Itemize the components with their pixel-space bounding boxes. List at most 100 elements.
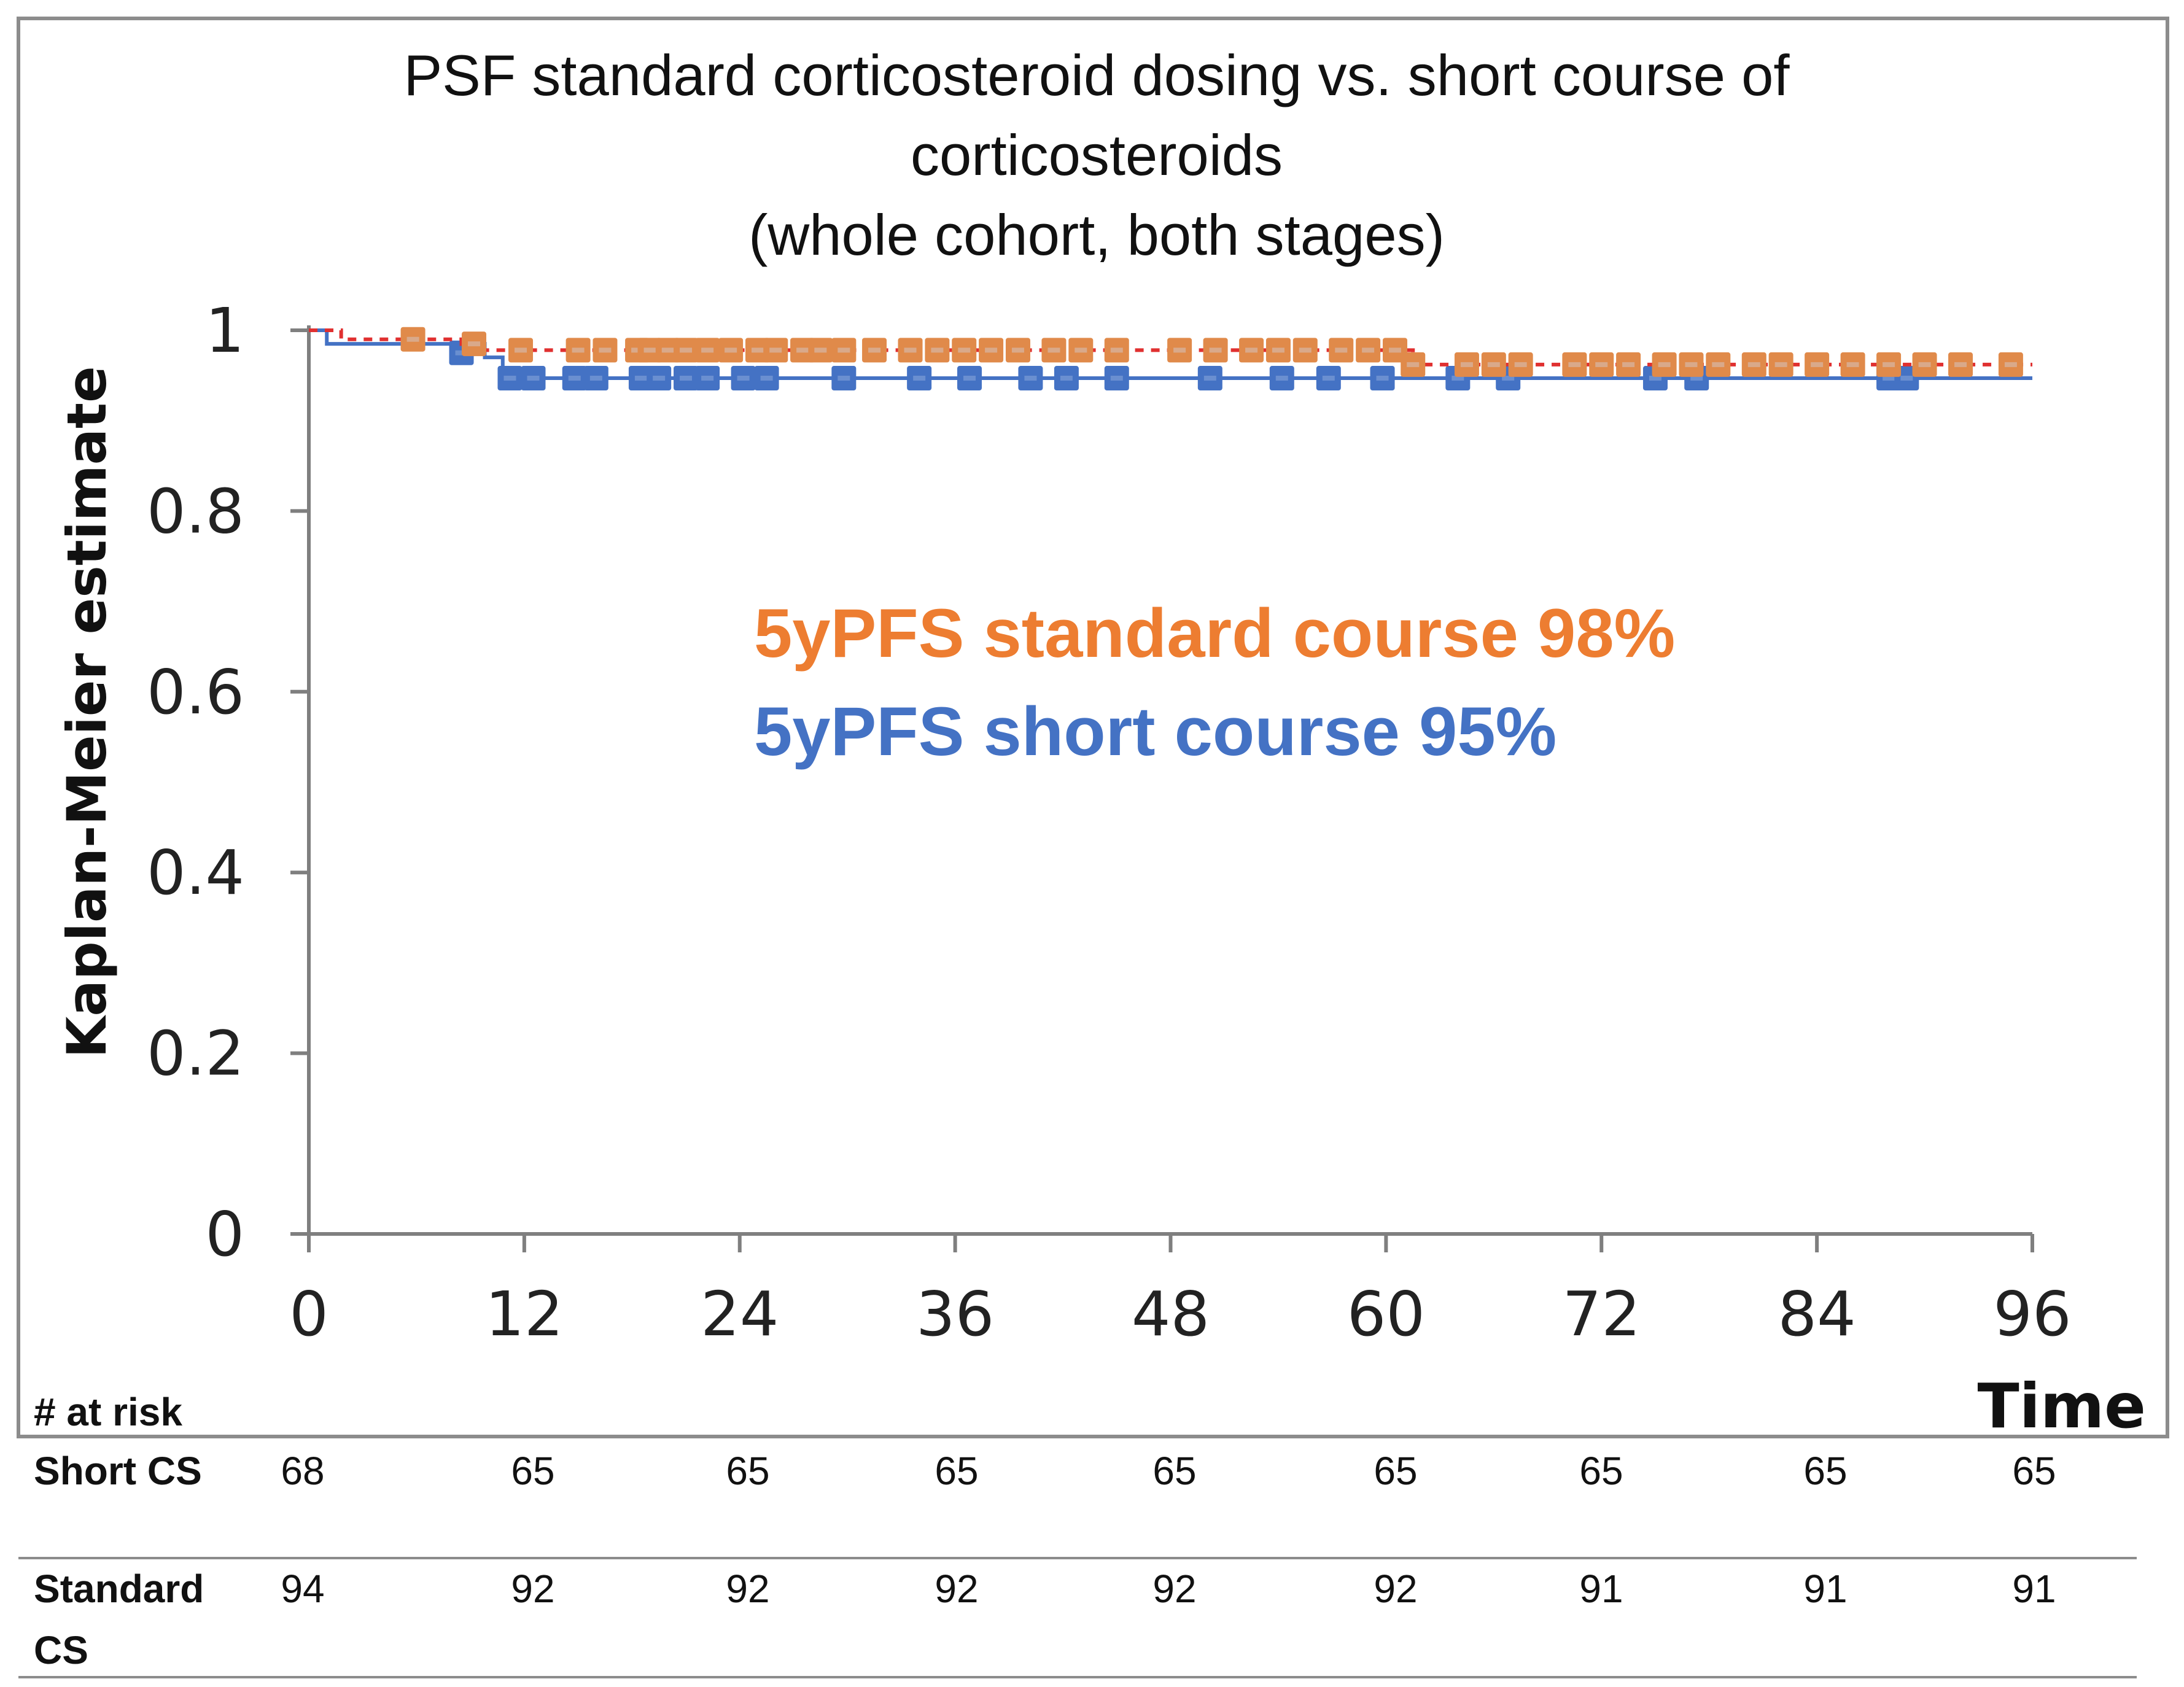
x-tick-label: 84 <box>1778 1278 1856 1350</box>
censor-marker-inner <box>1275 376 1288 381</box>
censor-marker-inner <box>1502 376 1515 381</box>
censor-marker-inner <box>1245 347 1258 353</box>
censor-marker-inner <box>1451 376 1464 381</box>
x-tick-label: 36 <box>916 1278 994 1350</box>
censor-marker-inner <box>1883 362 1895 367</box>
censor-marker-inner <box>796 347 809 353</box>
series-standard-cs <box>309 327 2032 377</box>
censor-marker-inner <box>904 347 917 353</box>
censor-marker-inner <box>1047 347 1060 353</box>
censor-marker-inner <box>1685 362 1698 367</box>
chart-title-line-2: corticosteroids <box>911 123 1283 187</box>
censor-marker-inner <box>653 376 666 381</box>
at-risk-table: Short CS 68 65 65 65 65 65 65 65 65 Standard CS 94 92… <box>34 1449 2056 1672</box>
at-risk-header: # at risk <box>34 1390 182 1434</box>
censor-marker-inner <box>1811 362 1824 367</box>
at-risk-value: 65 <box>1803 1449 1847 1493</box>
chart-title-line-3: (whole cohort, both stages) <box>748 203 1445 267</box>
censor-marker-inner <box>958 347 971 353</box>
censor-marker-inner <box>680 376 693 381</box>
censor-marker-inner <box>1075 347 1087 353</box>
at-risk-row-label: Short CS <box>34 1449 202 1493</box>
censor-marker-inner <box>1918 362 1931 367</box>
censor-marker-inner <box>515 347 527 353</box>
at-risk-value: 91 <box>1803 1567 1847 1611</box>
censor-marker-inner <box>503 376 516 381</box>
censor-marker-inner <box>1376 376 1389 381</box>
censor-marker-inner <box>572 347 585 353</box>
x-tick-label: 48 <box>1132 1278 1210 1350</box>
at-risk-value: 65 <box>1152 1449 1196 1493</box>
censor-marker-inner <box>1024 376 1037 381</box>
y-axis-label: Kaplan-Meier estimate <box>55 366 119 1058</box>
at-risk-value: 91 <box>2012 1567 2056 1611</box>
censor-marker-inner <box>701 376 714 381</box>
censor-marker-inner <box>1622 362 1635 367</box>
censor-marker-inner <box>527 376 540 381</box>
censor-marker-inner <box>1514 362 1527 367</box>
censor-marker-inner <box>985 347 998 353</box>
censor-marker-inner <box>631 347 644 353</box>
censor-marker-inner <box>661 347 674 353</box>
censor-marker-inner <box>1362 347 1375 353</box>
censor-marker-inner <box>568 376 581 381</box>
y-tick-label: 0.4 <box>147 837 244 909</box>
censor-marker-inner <box>1954 362 1967 367</box>
at-risk-value: 92 <box>511 1567 554 1611</box>
censor-marker-inner <box>737 376 750 381</box>
at-risk-value: 92 <box>726 1567 769 1611</box>
censor-marker-inner <box>1658 362 1671 367</box>
at-risk-value: 65 <box>511 1449 554 1493</box>
at-risk-value: 68 <box>281 1449 324 1493</box>
y-tick-label: 0.8 <box>147 475 244 547</box>
x-tick-label: 96 <box>1993 1278 2071 1350</box>
x-tick-label: 60 <box>1347 1278 1425 1350</box>
at-risk-value: 92 <box>1374 1567 1417 1611</box>
censor-marker-inner <box>837 347 850 353</box>
censor-marker-inner <box>1747 362 1760 367</box>
censor-marker-inner <box>1846 362 1859 367</box>
at-risk-value: 91 <box>1579 1567 1623 1611</box>
censor-marker-inner <box>1649 376 1661 381</box>
at-risk-value: 65 <box>726 1449 769 1493</box>
censor-marker-inner <box>589 376 602 381</box>
censor-marker-inner <box>725 347 737 353</box>
censor-marker-inner <box>1774 362 1787 367</box>
km-curves <box>309 327 2032 391</box>
at-risk-value: 94 <box>281 1567 324 1611</box>
x-tick-label: 72 <box>1563 1278 1641 1350</box>
chart-title-line-1: PSF standard corticosteroid dosing vs. s… <box>403 43 1790 107</box>
censor-marker-inner <box>868 347 881 353</box>
censor-marker-inner <box>643 347 656 353</box>
censor-marker-inner <box>1690 376 1703 381</box>
at-risk-row-label: CS <box>34 1628 88 1672</box>
censor-marker-inner <box>1110 347 1123 353</box>
x-tick-label: 0 <box>289 1278 328 1350</box>
censor-marker-inner <box>1272 347 1284 353</box>
censor-marker-inner <box>913 376 926 381</box>
censor-marker-inner <box>760 376 773 381</box>
at-risk-value: 92 <box>1152 1567 1196 1611</box>
censor-marker-inner <box>1407 362 1420 367</box>
censor-marker-inner <box>1712 362 1725 367</box>
censor-marker-inner <box>769 347 782 353</box>
censor-marker-inner <box>634 376 647 381</box>
censor-marker-inner <box>1883 376 1895 381</box>
censor-marker-inner <box>406 336 419 342</box>
x-axis-label: Time <box>1977 1370 2146 1442</box>
censor-marker-inner <box>455 350 468 355</box>
at-risk-value: 65 <box>2012 1449 2056 1493</box>
x-tick-label: 12 <box>485 1278 563 1350</box>
censor-marker-inner <box>1011 347 1024 353</box>
y-tick-label: 0 <box>205 1198 244 1270</box>
censor-marker-inner <box>1460 362 1473 367</box>
censor-marker-inner <box>1568 362 1581 367</box>
censor-marker-inner <box>751 347 764 353</box>
censor-marker-inner <box>931 347 944 353</box>
at-risk-value: 65 <box>1374 1449 1417 1493</box>
censor-marker-inner <box>701 347 714 353</box>
at-risk-value: 65 <box>1579 1449 1623 1493</box>
censor-marker-inner <box>1203 376 1216 381</box>
y-tick-label: 0.6 <box>147 656 244 728</box>
